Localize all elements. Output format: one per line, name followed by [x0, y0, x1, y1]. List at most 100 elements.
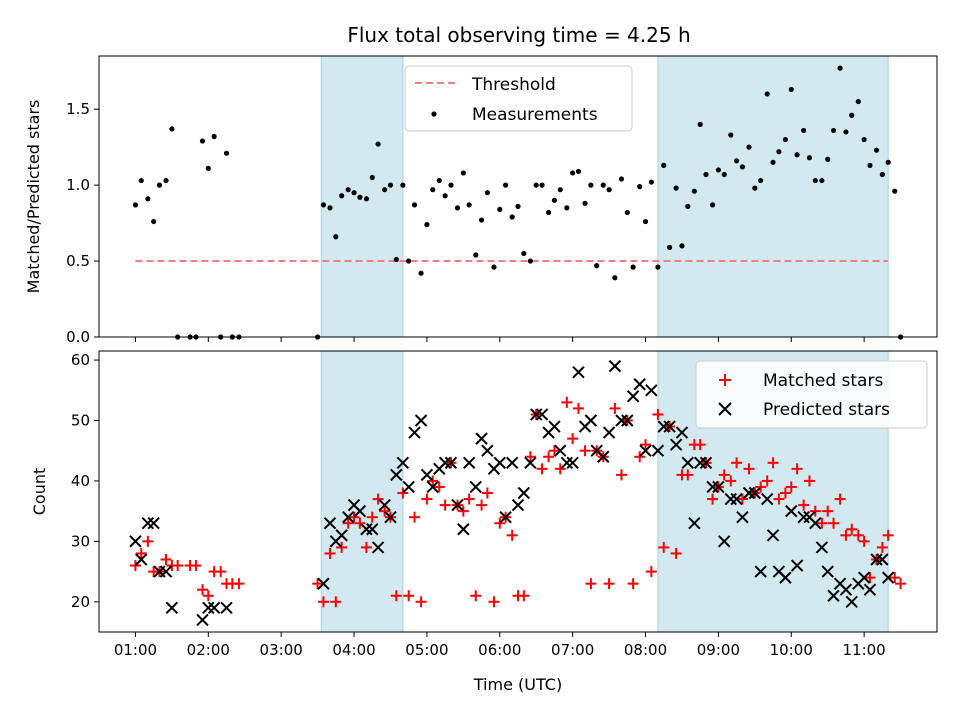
matched-point: [366, 511, 378, 523]
measurement-point: [788, 86, 794, 93]
matched-point: [773, 493, 785, 505]
x-tick-label: 10:00: [770, 641, 813, 659]
measurement-point: [794, 152, 800, 158]
legend-predicted-label: Predicted stars: [763, 400, 890, 420]
matched-point: [798, 499, 810, 511]
matched-point: [554, 463, 566, 475]
measurement-point: [369, 174, 375, 181]
measurement-point: [703, 171, 709, 178]
measurement-point: [466, 202, 472, 208]
matched-point: [816, 517, 828, 529]
predicted-point: [633, 378, 646, 391]
matched-point: [372, 493, 384, 505]
measurement-point: [418, 270, 424, 276]
predicted-point: [881, 571, 895, 584]
matched-point: [160, 553, 172, 565]
predicted-point: [766, 529, 780, 542]
matched-point: [572, 402, 584, 414]
measurement-point: [564, 205, 570, 211]
matched-point: [585, 578, 597, 590]
predicted-point: [863, 583, 877, 596]
x-tick-label: 08:00: [624, 641, 667, 659]
matched-point: [481, 487, 493, 499]
matched-point: [543, 451, 555, 463]
measurement-point: [830, 127, 837, 134]
measurement-point: [685, 203, 691, 209]
matched-point: [725, 475, 737, 487]
predicted-point: [499, 510, 512, 524]
matched-point: [579, 445, 591, 457]
predicted-point: [754, 565, 767, 578]
matched-point: [548, 445, 560, 457]
predicted-point: [475, 432, 488, 445]
measurement-point: [382, 187, 388, 193]
measurement-point: [624, 209, 630, 216]
x-tick-label: 11:00: [843, 641, 886, 659]
measurement-point: [375, 141, 381, 147]
measurement-point: [861, 136, 867, 143]
predicted-point: [790, 559, 804, 572]
predicted-point: [693, 456, 707, 470]
matched-point: [743, 463, 755, 475]
predicted-point: [748, 486, 762, 500]
matched-point: [682, 469, 694, 481]
matched-point: [342, 517, 354, 529]
matched-point: [196, 584, 208, 596]
matched-point: [567, 433, 579, 445]
legend-matched-label: Matched stars: [763, 371, 883, 391]
matched-point: [494, 517, 506, 529]
predicted-point: [699, 456, 713, 470]
measurement-point: [666, 244, 673, 250]
predicted-point: [524, 456, 537, 470]
top-legend: Threshold Measurements: [404, 65, 633, 132]
predicted-point: [220, 601, 233, 615]
predicted-point: [797, 510, 810, 524]
matched-point: [858, 535, 870, 547]
matched-point: [476, 499, 488, 511]
matched-point: [828, 517, 840, 529]
predicted-point: [572, 365, 585, 379]
bottom-panel: 20 30 40 50 60 01:00 02:00 03:00 04:00 05:00 06:0…: [30, 350, 938, 694]
predicted-point: [663, 420, 676, 433]
matched-point: [312, 578, 324, 590]
matched-point: [470, 590, 482, 602]
measurement-point: [752, 185, 758, 191]
matched-point: [421, 493, 433, 505]
measurement-point: [333, 234, 339, 240]
measurement-point: [363, 196, 370, 202]
predicted-point: [511, 498, 525, 512]
measurement-point: [442, 193, 448, 199]
bottom-legend: Matched stars Predicted stars: [695, 360, 928, 429]
measurement-point: [570, 170, 576, 176]
shaded-interval-1: [320, 350, 404, 633]
matched-point: [840, 529, 852, 541]
matched-point: [457, 505, 469, 517]
predicted-point: [378, 498, 391, 512]
predicted-point: [366, 523, 379, 536]
measurement-point: [400, 182, 406, 188]
measurement-point: [345, 187, 351, 193]
measurement-point: [515, 203, 521, 209]
predicted-point: [876, 553, 889, 566]
x-tick-label: 02:00: [187, 641, 230, 659]
measurement-point: [594, 263, 600, 269]
predicted-point: [129, 535, 142, 548]
measurement-point: [642, 218, 649, 225]
y-tick-label: 1.5: [66, 100, 90, 118]
measurement-point: [199, 138, 206, 144]
matched-point: [330, 596, 342, 608]
predicted-point: [712, 480, 725, 494]
measurement-point: [606, 187, 612, 193]
y-tick-label: 0.5: [66, 252, 90, 270]
predicted-point: [736, 510, 749, 524]
matched-point: [640, 439, 652, 451]
measurement-point: [491, 264, 497, 270]
measurement-point: [539, 182, 545, 188]
matched-point: [803, 475, 815, 487]
matched-point: [822, 505, 834, 517]
bottom-ylabel: Count: [30, 468, 49, 516]
measurement-point: [819, 177, 825, 184]
figure-title: Flux total observing time = 4.25 h: [347, 23, 690, 47]
matched-point: [767, 457, 779, 469]
matched-point: [536, 463, 548, 475]
